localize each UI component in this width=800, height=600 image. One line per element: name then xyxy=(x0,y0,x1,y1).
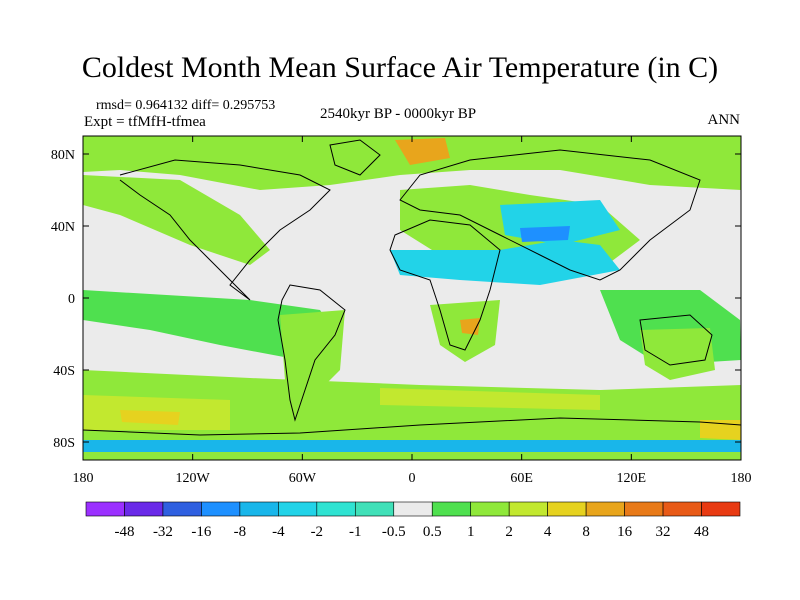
colorbar-swatch xyxy=(547,501,587,517)
colorbar-label: 8 xyxy=(582,524,590,540)
colorbar-swatch xyxy=(201,501,241,517)
colorbar-label: -4 xyxy=(272,524,285,540)
y-axis: 80N 40N 0 40S 80S xyxy=(51,148,741,451)
colorbar-swatch xyxy=(701,501,741,517)
map-plot-area xyxy=(83,136,741,460)
x-tick-label: 180 xyxy=(73,471,94,486)
colorbar-swatch xyxy=(85,501,125,517)
x-tick-label: 60W xyxy=(289,471,317,486)
y-tick-label: 80S xyxy=(53,436,75,451)
colorbar-label: -1 xyxy=(349,524,362,540)
colorbar-label: 32 xyxy=(656,524,671,540)
y-tick-label: 40S xyxy=(53,364,75,379)
colorbar-label: -48 xyxy=(114,524,134,540)
season-label: ANN xyxy=(707,112,741,128)
colorbar-label: -0.5 xyxy=(382,524,406,540)
colorbar-label: 16 xyxy=(617,524,633,540)
colorbar-swatch xyxy=(124,501,164,517)
colorbar-label: 0.5 xyxy=(423,524,442,540)
x-tick-label: 120W xyxy=(176,471,211,486)
colorbar-label: 1 xyxy=(467,524,475,540)
colorbar-swatch xyxy=(354,501,395,517)
map-title: Coldest Month Mean Surface Air Temperatu… xyxy=(81,51,719,84)
colorbar: -48 -32 -16 -8 -4 -2 -1 -0.5 0.5 1 2 4 8 16 32 48 xyxy=(85,501,741,540)
colorbar-label: -8 xyxy=(234,524,247,540)
colorbar-swatch xyxy=(316,501,356,517)
x-tick-label: 180 xyxy=(731,471,752,486)
colorbar-label: 48 xyxy=(694,524,709,540)
x-axis: 180 120W 60W 0 60E 120E 180 xyxy=(73,136,752,486)
colorbar-label: -16 xyxy=(191,524,211,540)
coastlines xyxy=(83,139,741,436)
colorbar-swatch xyxy=(662,501,702,517)
x-tick-label: 0 xyxy=(409,471,416,486)
x-tick-label: 120E xyxy=(617,471,647,486)
period-label: 2540kyr BP - 0000kyr BP xyxy=(320,106,477,122)
colorbar-swatch xyxy=(162,501,202,517)
colorbar-swatch xyxy=(470,501,510,517)
y-tick-label: 0 xyxy=(68,292,75,307)
y-tick-label: 40N xyxy=(51,220,75,235)
colorbar-swatch xyxy=(278,501,318,517)
x-tick-label: 60E xyxy=(510,471,533,486)
colorbar-swatch xyxy=(393,501,433,517)
colorbar-label: 4 xyxy=(544,524,552,540)
colorbar-swatch xyxy=(239,501,279,517)
experiment-label: Expt = tfMfH-tfmea xyxy=(84,114,206,130)
colorbar-label: -32 xyxy=(153,524,173,540)
stats-text: rmsd= 0.964132 diff= 0.295753 xyxy=(96,98,276,113)
colorbar-swatch xyxy=(508,501,548,517)
y-tick-label: 80N xyxy=(51,148,75,163)
colorbar-swatch xyxy=(624,501,664,517)
colorbar-swatch xyxy=(585,501,625,517)
colorbar-label: 2 xyxy=(505,524,513,540)
colorbar-label: -2 xyxy=(311,524,324,540)
colorbar-swatch xyxy=(431,501,472,517)
anomaly-fields xyxy=(83,136,741,460)
